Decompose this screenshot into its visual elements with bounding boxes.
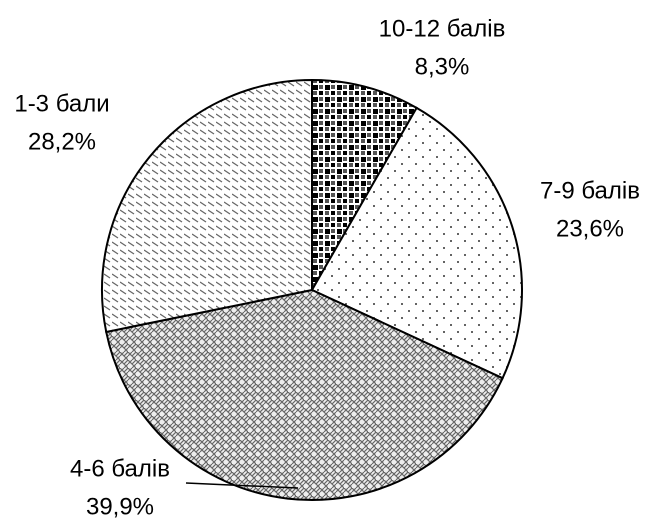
slice-value-label: 39,9% <box>86 493 154 520</box>
slice-value-label: 28,2% <box>28 128 96 155</box>
pie-slice <box>310 106 523 380</box>
pie-slice <box>101 78 313 334</box>
slice-label: 4-6 балів <box>70 455 170 482</box>
slice-label: 10-12 балів <box>379 15 506 42</box>
slice-value-label: 8,3% <box>415 53 470 80</box>
slice-label: 1-3 бали <box>14 90 109 117</box>
pie <box>101 78 523 502</box>
leader-line <box>185 482 299 489</box>
pie-slice <box>311 78 418 294</box>
pie-slice <box>105 288 504 502</box>
slice-value-label: 23,6% <box>556 215 624 242</box>
slice-label: 7-9 балів <box>540 177 640 204</box>
